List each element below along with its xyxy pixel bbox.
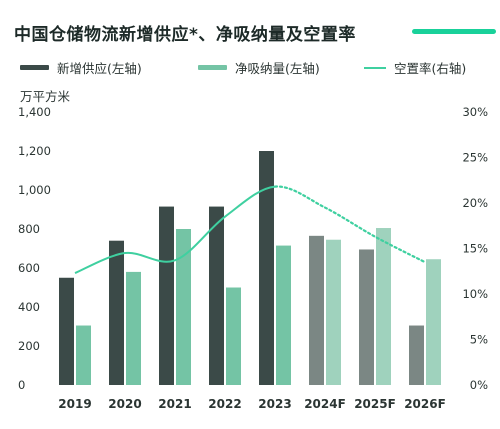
- legend-item-absorption: 净吸纳量(左轴): [198, 58, 320, 77]
- x-axis-label: 2023: [258, 397, 291, 411]
- x-axis-label: 2021: [158, 397, 191, 411]
- legend-swatch-supply: [20, 65, 49, 70]
- x-axis-label: 2019: [58, 397, 91, 411]
- left-axis-tick: 600: [18, 261, 40, 275]
- legend-item-vacancy: 空置率(右轴): [364, 58, 466, 77]
- left-axis-tick: 1,400: [18, 105, 51, 119]
- left-axis-tick: 1,200: [18, 144, 51, 158]
- bar-supply-2026F: [409, 325, 424, 385]
- left-axis-tick: 0: [18, 378, 25, 392]
- vacancy-line-forecast: [273, 185, 427, 264]
- x-axis-label: 2024F: [304, 397, 346, 411]
- bar-absorption-2026F: [426, 259, 441, 385]
- left-axis-tick: 800: [18, 222, 40, 236]
- legend-swatch-absorption: [198, 65, 227, 70]
- bar-supply-2021: [159, 206, 174, 385]
- right-axis-tick: 25%: [462, 151, 488, 165]
- right-axis-tick: 0%: [470, 378, 488, 392]
- bar-supply-2020: [109, 240, 124, 385]
- bar-supply-2024F: [309, 235, 324, 385]
- bar-supply-2019: [59, 277, 74, 385]
- right-axis-tick: 5%: [470, 333, 488, 347]
- vacancy-line-actual: [74, 185, 276, 274]
- bar-absorption-2019: [76, 325, 91, 385]
- legend-label-supply: 新增供应(左轴): [57, 61, 142, 76]
- x-axis-label: 2022: [208, 397, 241, 411]
- left-axis-unit: 万平方米: [20, 89, 71, 104]
- bar-absorption-2025F: [376, 228, 391, 385]
- legend-item-supply: 新增供应(左轴): [20, 58, 142, 77]
- bar-absorption-2022: [226, 287, 241, 385]
- bar-supply-2023: [259, 151, 274, 385]
- x-axis-label: 2025F: [354, 397, 396, 411]
- x-axis-label: 2026F: [404, 397, 446, 411]
- bar-supply-2025F: [359, 249, 374, 385]
- bar-absorption-2023: [276, 245, 291, 385]
- title-accent-bar: [412, 29, 496, 34]
- left-axis-tick: 1,000: [18, 183, 51, 197]
- left-axis-tick: 200: [18, 339, 40, 353]
- x-axis-label: 2020: [108, 397, 141, 411]
- left-axis-tick: 400: [18, 300, 40, 314]
- legend-label-absorption: 净吸纳量(左轴): [235, 61, 320, 76]
- bar-absorption-2020: [126, 271, 141, 385]
- right-axis-tick: 30%: [462, 105, 488, 119]
- bar-supply-2022: [209, 206, 224, 385]
- bar-absorption-2024F: [326, 239, 341, 385]
- right-axis-tick: 15%: [462, 242, 488, 256]
- right-axis-tick: 20%: [462, 196, 488, 210]
- legend-label-vacancy: 空置率(右轴): [394, 61, 467, 76]
- right-axis-tick: 10%: [462, 287, 488, 301]
- legend-swatch-vacancy: [364, 66, 386, 69]
- chart-title: 中国仓储物流新增供应*、净吸纳量及空置率: [14, 25, 356, 45]
- bar-absorption-2021: [176, 229, 191, 385]
